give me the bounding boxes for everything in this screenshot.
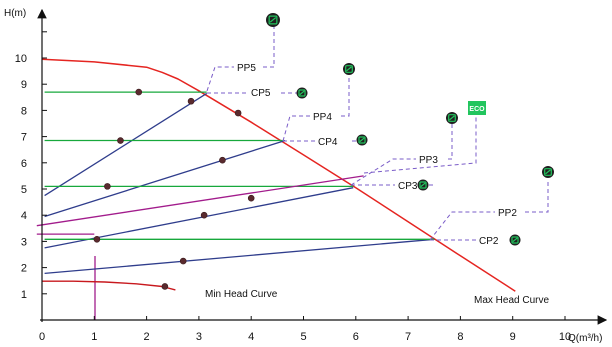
chart-lines [36,58,516,320]
series-line-pp5 [44,92,208,197]
icon-badge-frame [358,136,366,144]
label-leaders [206,24,549,241]
icon-badge-slash [545,169,551,175]
cp2-label: CP2 [479,236,499,247]
x-tick-label: 10 [559,331,571,343]
data-point-marker [234,109,242,117]
y-tick-label: 3 [21,236,27,248]
data-point-marker [179,257,187,265]
x-tick-label: 1 [91,331,97,343]
cp5-label: CP5 [251,88,271,99]
y-tick-label: 10 [15,53,27,65]
icon-badge-frame [298,89,306,97]
x-tick-label: 4 [248,331,254,343]
data-point-marker [187,97,195,105]
series-line-max-head-curve [41,58,516,292]
icon-badge-frame [268,15,278,25]
series-line-pp2 [44,238,435,275]
data-markers [93,88,255,290]
y-axis-title: H(m) [4,8,26,19]
y-tick-label: 4 [21,210,27,222]
icon-badge-frame [544,168,552,176]
icon-badge-slash [420,182,426,188]
pp5-label: PP5 [237,63,256,74]
data-point-marker [200,211,208,219]
x-tick-label: 0 [39,331,45,343]
x-tick-label: 8 [457,331,463,343]
speed-mode-icons: ECO [266,13,554,246]
cp5-mode-icon [296,87,308,99]
chart-axes [37,8,608,325]
pp4-mode-icon [343,63,355,75]
pp3-mode-icon [446,112,458,124]
icon-badge-frame [345,65,353,73]
y-tick-label: 9 [21,79,27,91]
data-point-marker [104,183,111,190]
cp2-mode-icon [509,234,521,246]
series-line-pp4 [44,139,286,218]
data-point-marker [161,283,169,290]
icon-badge-slash [359,137,365,143]
cp3-label: CP3 [398,181,418,192]
icon-badge-slash [346,66,352,72]
min-head-curve-label: Min Head Curve [205,289,278,300]
leader-pp5 [206,24,275,92]
data-point-marker [93,236,101,243]
leader-pp4 [282,72,350,142]
data-point-marker [247,194,255,202]
icon-badge-slash [449,115,455,121]
pp3-label: PP3 [419,155,438,166]
x-tick-label: 9 [510,331,516,343]
icon-badge-slash [269,17,277,23]
y-tick-label: 1 [21,289,27,301]
pp5-mode-icon [266,13,280,27]
pp2-mode-icon [542,166,554,178]
x-axis-title: Q(m³/h) [568,333,602,344]
max-head-curve-label: Max Head Curve [474,295,549,306]
data-point-marker [219,156,226,164]
eco-badge-background [468,101,486,115]
series-line-eco [36,175,364,227]
icon-badge-frame [448,114,456,122]
icon-badge-slash [299,90,305,96]
x-tick-label: 7 [405,331,411,343]
eco-mode-icon: ECO [468,101,486,115]
pp2-label: PP2 [498,208,517,219]
icon-badge-slash [512,237,518,243]
x-tick-label: 3 [196,331,202,343]
cp4-label: CP4 [318,137,338,148]
eco-badge-label: ECO [469,106,485,113]
series-line-min-head-curve [42,280,176,291]
y-tick-label: 5 [21,184,27,196]
data-point-marker [135,88,143,96]
leader-pp2 [429,180,549,241]
y-tick-label: 2 [21,263,27,275]
y-tick-label: 6 [21,158,27,170]
x-tick-label: 5 [300,331,306,343]
cp4-mode-icon [356,134,368,146]
pp4-label: PP4 [313,112,332,123]
y-tick-label: 7 [21,132,27,144]
x-tick-label: 2 [144,331,150,343]
icon-badge-frame [419,181,427,189]
leader-eco [363,117,477,174]
x-tick-label: 6 [353,331,359,343]
cp3-mode-icon [417,179,429,191]
icon-badge-frame [511,236,519,244]
data-point-marker [117,137,124,144]
leader-pp3 [350,118,453,186]
y-tick-label: 8 [21,105,27,117]
